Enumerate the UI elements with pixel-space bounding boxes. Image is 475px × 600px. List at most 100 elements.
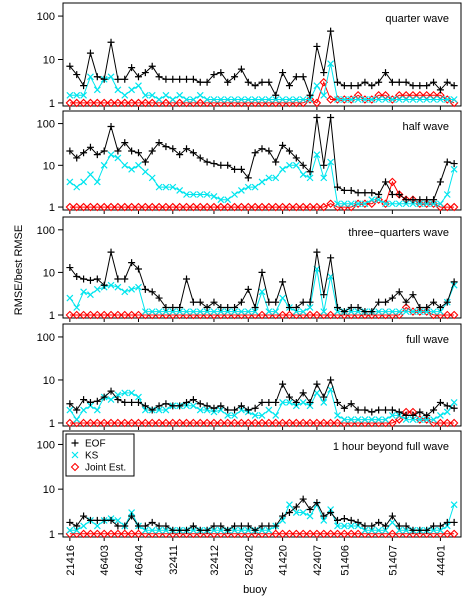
data-point [72, 202, 82, 212]
data-point [382, 406, 390, 414]
data-point [251, 411, 259, 419]
chart-panel: 1 10 100 21416 46403 46404 32411 32412 52402 4142… [37, 430, 462, 576]
data-point [86, 310, 95, 320]
data-point [423, 308, 431, 316]
data-point [313, 380, 321, 388]
data-point [121, 161, 129, 169]
data-point [147, 418, 157, 428]
data-point [409, 416, 417, 423]
data-point [230, 418, 239, 428]
data-point [449, 529, 459, 539]
data-point [176, 402, 184, 410]
data-point [443, 78, 451, 86]
legend-marker [71, 439, 79, 447]
data-point [279, 69, 287, 77]
data-point [450, 160, 458, 168]
data-point [93, 275, 101, 283]
data-point [292, 529, 301, 539]
data-point [210, 160, 218, 168]
data-point [388, 96, 396, 103]
panel-title: full wave [406, 334, 449, 346]
data-point [161, 418, 171, 428]
data-point [443, 402, 451, 410]
data-point [443, 408, 451, 416]
x-tick-label: 32411 [168, 545, 180, 575]
data-point [375, 416, 383, 423]
data-point [183, 308, 190, 316]
data-point [176, 303, 184, 311]
data-point [121, 522, 129, 530]
data-point [148, 147, 156, 155]
data-point [436, 308, 444, 316]
legend-box [65, 433, 135, 477]
data-point [121, 398, 129, 406]
x-tick-label: 51407 [387, 545, 399, 576]
data-point [107, 73, 115, 81]
data-point [106, 310, 116, 320]
data-point [340, 82, 348, 90]
data-point [388, 294, 396, 302]
data-point [340, 95, 349, 104]
data-point [250, 418, 260, 428]
data-point [258, 268, 266, 276]
data-point [382, 69, 390, 77]
data-point [244, 406, 252, 414]
data-point [320, 161, 328, 169]
data-point [162, 303, 170, 311]
legend-label: Joint Est. [85, 463, 126, 474]
data-point [347, 400, 355, 408]
data-point [368, 308, 376, 316]
data-point [162, 526, 170, 534]
data-point [313, 151, 321, 159]
data-point [416, 200, 424, 208]
data-point [80, 522, 88, 530]
data-point [368, 526, 376, 534]
data-point [327, 113, 335, 121]
data-point [388, 78, 396, 86]
data-point [361, 526, 369, 534]
data-point [382, 522, 390, 530]
data-point [340, 515, 348, 523]
data-point [86, 49, 94, 57]
data-point [141, 418, 150, 428]
data-point [347, 416, 355, 423]
data-point [230, 202, 239, 212]
data-point [299, 96, 307, 103]
data-point [258, 145, 266, 153]
data-point [217, 303, 225, 311]
data-point [443, 191, 451, 198]
data-point [265, 174, 273, 182]
data-point [196, 298, 204, 306]
data-point [395, 288, 403, 296]
data-point [196, 400, 204, 408]
data-point [423, 411, 431, 419]
data-point [99, 310, 109, 320]
data-point [361, 96, 369, 103]
data-point [258, 288, 266, 296]
chart-panel: 1 10 100 half wave [37, 110, 462, 214]
data-point [141, 526, 149, 534]
data-point [154, 418, 164, 428]
data-point [388, 519, 396, 526]
data-point [169, 308, 177, 316]
data-point [286, 161, 293, 169]
data-point [237, 165, 245, 173]
data-point [224, 303, 232, 311]
data-point [306, 506, 314, 514]
data-point [340, 522, 348, 530]
data-point [80, 288, 88, 296]
data-point [395, 96, 403, 103]
data-point [368, 408, 376, 416]
panel-title: three−quarters wave [348, 227, 449, 239]
data-point [203, 191, 211, 198]
y-tick-label: 1 [49, 529, 55, 541]
data-point [237, 406, 245, 414]
data-point [224, 196, 232, 204]
data-point [107, 151, 115, 159]
data-point [279, 165, 287, 173]
data-point [423, 200, 431, 208]
data-point [298, 418, 308, 428]
x-tick-label: 46403 [99, 545, 111, 576]
data-point [312, 418, 322, 428]
data-point [326, 95, 335, 104]
